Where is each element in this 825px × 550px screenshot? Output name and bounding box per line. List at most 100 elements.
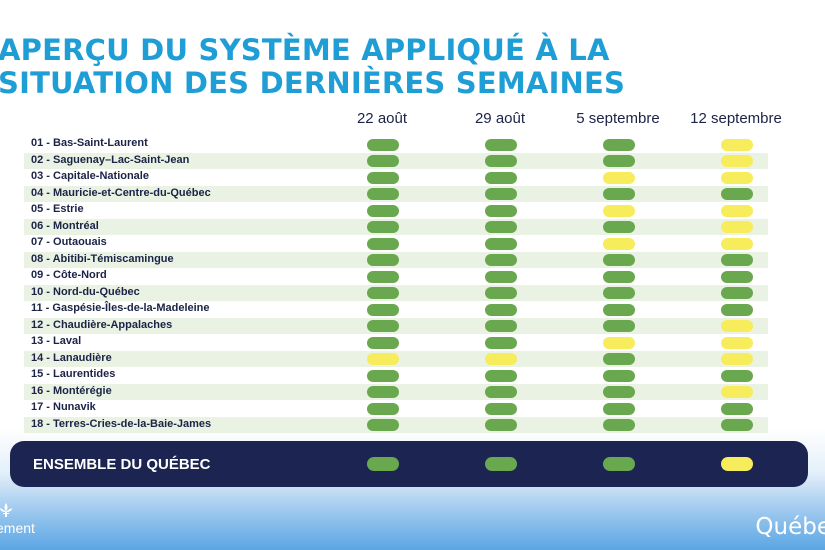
region-label: 14 - Lanaudière bbox=[31, 351, 112, 364]
status-indicator bbox=[603, 204, 635, 217]
status-indicator bbox=[603, 270, 635, 283]
region-status-table: 01 - Bas-Saint-Laurent 02 - Saguenay–Lac-… bbox=[24, 136, 768, 433]
status-indicator bbox=[721, 171, 753, 184]
region-label: 18 - Terres-Cries-de-la-Baie-James bbox=[31, 417, 212, 430]
table-row: 14 - Lanaudière bbox=[24, 350, 768, 367]
fleur-de-lis-icon bbox=[0, 503, 12, 517]
region-label: 15 - Laurentides bbox=[31, 368, 116, 380]
status-indicator bbox=[721, 369, 753, 382]
table-row: 02 - Saguenay–Lac-Saint-Jean bbox=[24, 152, 768, 169]
region-label: 02 - Saguenay–Lac-Saint-Jean bbox=[31, 153, 190, 166]
status-indicator bbox=[603, 353, 635, 365]
status-indicator bbox=[485, 287, 517, 299]
status-indicator bbox=[367, 237, 399, 250]
status-indicator bbox=[721, 138, 753, 151]
page-title: APERÇU DU SYSTÈME APPLIQUÉ À LA SITUATIO… bbox=[0, 34, 625, 100]
status-indicator bbox=[603, 303, 635, 316]
column-header-5-septembre: 5 septembre bbox=[576, 110, 660, 127]
status-indicator bbox=[721, 204, 753, 217]
region-label: 09 - Côte-Nord bbox=[31, 269, 107, 281]
region-label: 16 - Montérégie bbox=[31, 384, 112, 397]
status-indicator bbox=[367, 155, 399, 167]
status-indicator bbox=[603, 419, 635, 431]
status-indicator bbox=[603, 171, 635, 184]
status-indicator bbox=[485, 155, 517, 167]
status-indicator bbox=[485, 386, 517, 398]
status-indicator bbox=[721, 155, 753, 167]
region-label: 11 - Gaspésie-Îles-de-la-Madeleine bbox=[31, 302, 210, 314]
status-indicator bbox=[721, 336, 753, 349]
status-indicator bbox=[603, 336, 635, 349]
status-indicator bbox=[367, 336, 399, 349]
status-indicator bbox=[367, 419, 399, 431]
region-label: 03 - Capitale-Nationale bbox=[31, 170, 149, 182]
status-indicator bbox=[367, 320, 399, 332]
status-indicator bbox=[721, 386, 753, 398]
table-row: 07 - Outaouais bbox=[24, 235, 768, 252]
status-indicator bbox=[721, 237, 753, 250]
table-row: 03 - Capitale-Nationale bbox=[24, 169, 768, 186]
table-row: 15 - Laurentides bbox=[24, 367, 768, 384]
status-indicator bbox=[485, 419, 517, 431]
title-line-1: APERÇU DU SYSTÈME APPLIQUÉ À LA bbox=[0, 33, 610, 67]
status-indicator bbox=[485, 320, 517, 332]
region-label: 12 - Chaudière-Appalaches bbox=[31, 318, 173, 331]
column-header-22-aout: 22 août bbox=[356, 110, 408, 127]
quebec-logo-text: Québe bbox=[755, 514, 825, 540]
status-indicator bbox=[367, 287, 399, 299]
table-row: 01 - Bas-Saint-Laurent bbox=[24, 136, 768, 153]
status-indicator bbox=[367, 386, 399, 398]
status-indicator bbox=[485, 204, 517, 217]
table-row: 13 - Laval bbox=[24, 334, 768, 351]
total-status-indicator bbox=[721, 457, 753, 471]
region-label: 06 - Montréal bbox=[31, 219, 99, 232]
total-status-indicator bbox=[367, 457, 399, 471]
status-indicator bbox=[721, 303, 753, 316]
status-indicator bbox=[485, 171, 517, 184]
status-indicator bbox=[721, 402, 753, 415]
status-indicator bbox=[721, 320, 753, 332]
status-indicator bbox=[721, 287, 753, 299]
status-indicator bbox=[603, 221, 635, 233]
status-indicator bbox=[367, 254, 399, 266]
status-indicator bbox=[367, 204, 399, 217]
total-status-indicator bbox=[603, 457, 635, 471]
table-row: 12 - Chaudière-Appalaches bbox=[24, 317, 768, 334]
status-indicator bbox=[367, 402, 399, 415]
total-status-indicator bbox=[485, 457, 517, 471]
table-row: 04 - Mauricie-et-Centre-du-Québec bbox=[24, 185, 768, 202]
table-row: 08 - Abitibi-Témiscamingue bbox=[24, 251, 768, 268]
column-header-12-septembre: 12 septembre bbox=[690, 110, 782, 127]
table-row: 17 - Nunavik bbox=[24, 400, 768, 417]
table-row: 16 - Montérégie bbox=[24, 383, 768, 400]
status-indicator bbox=[485, 353, 517, 365]
status-indicator bbox=[485, 369, 517, 382]
region-label: 08 - Abitibi-Témiscamingue bbox=[31, 252, 174, 265]
status-indicator bbox=[485, 254, 517, 266]
title-line-2: SITUATION DES DERNIÈRES SEMAINES bbox=[0, 66, 626, 100]
status-indicator bbox=[367, 369, 399, 382]
table-row: 05 - Estrie bbox=[24, 202, 768, 219]
status-indicator bbox=[485, 270, 517, 283]
status-indicator bbox=[603, 386, 635, 398]
status-indicator bbox=[485, 402, 517, 415]
table-row: 09 - Côte-Nord bbox=[24, 268, 768, 285]
region-label: 17 - Nunavik bbox=[31, 401, 96, 413]
status-indicator bbox=[367, 221, 399, 233]
table-row: 10 - Nord-du-Québec bbox=[24, 284, 768, 301]
region-label: 07 - Outaouais bbox=[31, 236, 107, 248]
status-indicator bbox=[485, 303, 517, 316]
status-indicator bbox=[603, 369, 635, 382]
region-label: 05 - Estrie bbox=[31, 203, 84, 215]
ensemble-du-quebec-bar: ENSEMBLE DU QUÉBEC bbox=[10, 441, 808, 487]
status-indicator bbox=[603, 287, 635, 299]
status-indicator bbox=[721, 419, 753, 431]
status-indicator bbox=[367, 188, 399, 200]
status-indicator bbox=[603, 188, 635, 200]
ensemble-du-quebec-label: ENSEMBLE DU QUÉBEC bbox=[33, 456, 211, 473]
status-indicator bbox=[485, 237, 517, 250]
column-header-29-aout: 29 août bbox=[474, 110, 526, 127]
status-indicator bbox=[721, 188, 753, 200]
table-row: 06 - Montréal bbox=[24, 218, 768, 235]
status-indicator bbox=[485, 336, 517, 349]
